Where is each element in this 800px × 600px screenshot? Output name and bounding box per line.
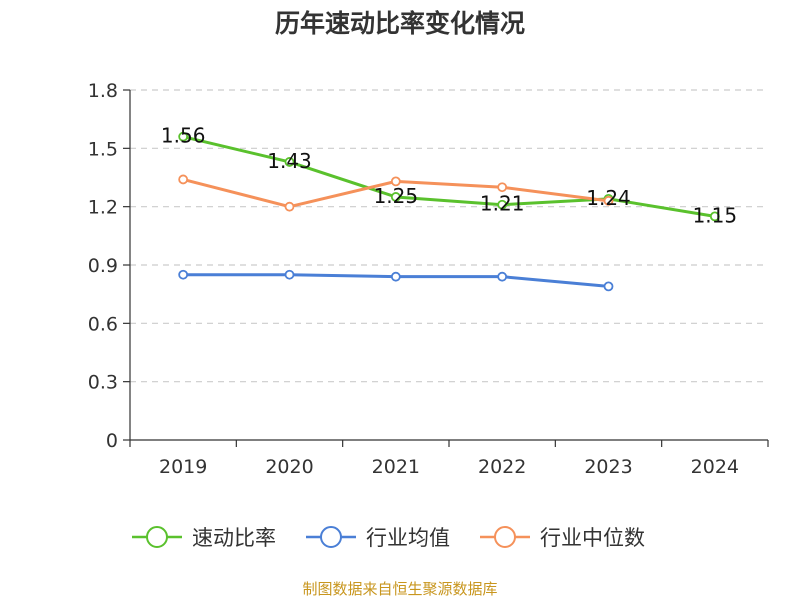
data-point bbox=[709, 211, 720, 222]
legend-item[interactable]: 行业均值 bbox=[306, 526, 450, 550]
axes: 0 0.3 0.6 0.9 1.2 1.5 1.8 2019 2020 2021 2022 2023 2… bbox=[88, 80, 769, 478]
x-tick-label: 2024 bbox=[691, 456, 739, 478]
data-labels: 1.56 1.43 1.25 1.21 1.24 1.15 bbox=[161, 124, 737, 228]
y-tick-label: 0 bbox=[106, 430, 118, 452]
legend-item[interactable]: 行业中位数 bbox=[480, 526, 645, 550]
data-point bbox=[390, 271, 401, 282]
data-point bbox=[390, 176, 401, 187]
source-note: 制图数据来自恒生聚源数据库 bbox=[302, 580, 498, 598]
y-tick-label: 0.6 bbox=[88, 313, 118, 335]
chart-title: 历年速动比率变化情况 bbox=[274, 9, 525, 38]
data-point bbox=[284, 157, 295, 167]
legend-item[interactable]: 速动比率 bbox=[132, 526, 276, 550]
data-label: 1.43 bbox=[267, 149, 312, 173]
data-point bbox=[390, 192, 401, 202]
legend: 速动比率 行业均值 行业中位数 bbox=[132, 526, 645, 550]
legend-label: 行业中位数 bbox=[540, 526, 645, 550]
data-point bbox=[284, 201, 295, 212]
x-tick-label: 2023 bbox=[584, 456, 632, 478]
data-point bbox=[497, 199, 508, 210]
data-point bbox=[284, 269, 295, 280]
data-point bbox=[178, 174, 189, 185]
y-tick-label: 0.3 bbox=[88, 372, 118, 394]
data-label: 1.56 bbox=[161, 124, 206, 148]
y-tick-label: 1.2 bbox=[88, 197, 118, 219]
series-lines bbox=[178, 131, 720, 292]
data-point bbox=[603, 281, 614, 292]
legend-marker bbox=[494, 526, 516, 548]
legend-marker bbox=[146, 526, 168, 548]
grid-lines bbox=[130, 89, 763, 383]
data-point bbox=[497, 271, 508, 282]
data-point bbox=[178, 269, 189, 280]
data-point bbox=[178, 131, 189, 142]
data-label: 1.24 bbox=[586, 186, 631, 210]
x-tick-label: 2019 bbox=[159, 456, 207, 478]
data-point bbox=[603, 195, 614, 206]
data-label: 1.25 bbox=[374, 184, 419, 208]
x-tick-label: 2021 bbox=[372, 456, 420, 478]
y-tick-label: 1.8 bbox=[88, 80, 118, 102]
y-tick-label: 1.5 bbox=[88, 138, 118, 160]
legend-label: 速动比率 bbox=[192, 526, 276, 550]
data-point bbox=[497, 182, 508, 193]
series-line bbox=[182, 135, 716, 218]
legend-marker bbox=[320, 526, 342, 548]
y-tick-label: 0.9 bbox=[88, 255, 118, 277]
data-label: 1.15 bbox=[693, 203, 738, 227]
data-label: 1.21 bbox=[480, 192, 525, 216]
legend-label: 行业均值 bbox=[366, 526, 450, 550]
x-tick-label: 2022 bbox=[478, 456, 526, 478]
x-tick-label: 2020 bbox=[265, 456, 313, 478]
